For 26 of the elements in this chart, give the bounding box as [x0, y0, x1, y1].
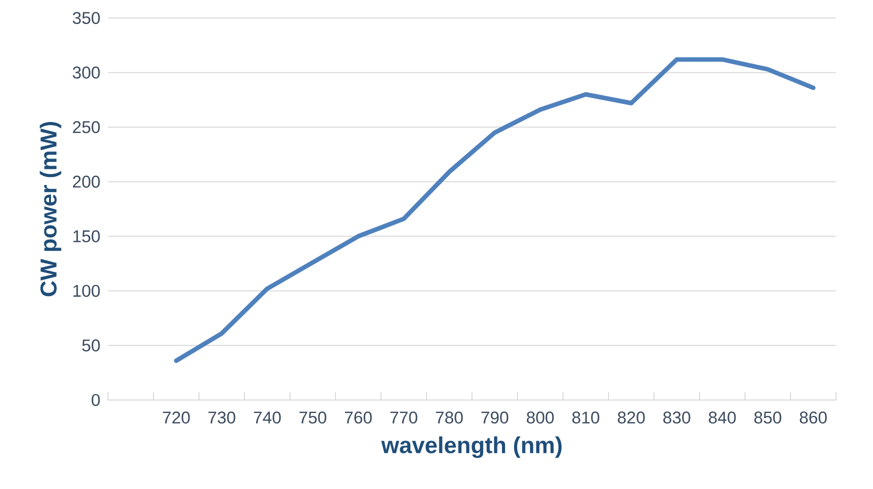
y-tick-label: 200 — [72, 176, 100, 188]
x-tick-label: 730 — [208, 412, 236, 424]
y-tick-label: 350 — [72, 12, 100, 24]
x-tick-label: 850 — [754, 412, 782, 424]
x-tick-label: 790 — [481, 412, 508, 424]
line-series — [174, 57, 816, 363]
x-tick-label: 740 — [254, 412, 281, 424]
x-tick-label: 780 — [436, 412, 463, 424]
x-tick-label: 860 — [800, 412, 827, 424]
y-tick-label: 0 — [92, 394, 100, 406]
y-tick-label: 250 — [72, 121, 100, 134]
x-tick-label: 830 — [663, 412, 690, 424]
x-tick-label: 770 — [390, 412, 418, 424]
y-axis-title: CW power (mW) — [40, 122, 62, 296]
x-tick-label: 750 — [299, 412, 326, 424]
y-tick-label: 50 — [82, 339, 100, 352]
x-tick-label: 800 — [526, 412, 554, 424]
x-tick-label: 840 — [708, 412, 736, 424]
x-axis-title: wavelength (nm) — [381, 436, 562, 458]
y-tick-label: 100 — [73, 284, 100, 297]
x-tick-label: 720 — [162, 412, 190, 424]
x-tick-label: 820 — [618, 412, 645, 424]
y-tick-label: 150 — [73, 230, 100, 242]
x-tick-label: 810 — [572, 412, 600, 424]
y-tick-label: 300 — [72, 66, 100, 79]
x-tick-label: 760 — [344, 412, 372, 424]
